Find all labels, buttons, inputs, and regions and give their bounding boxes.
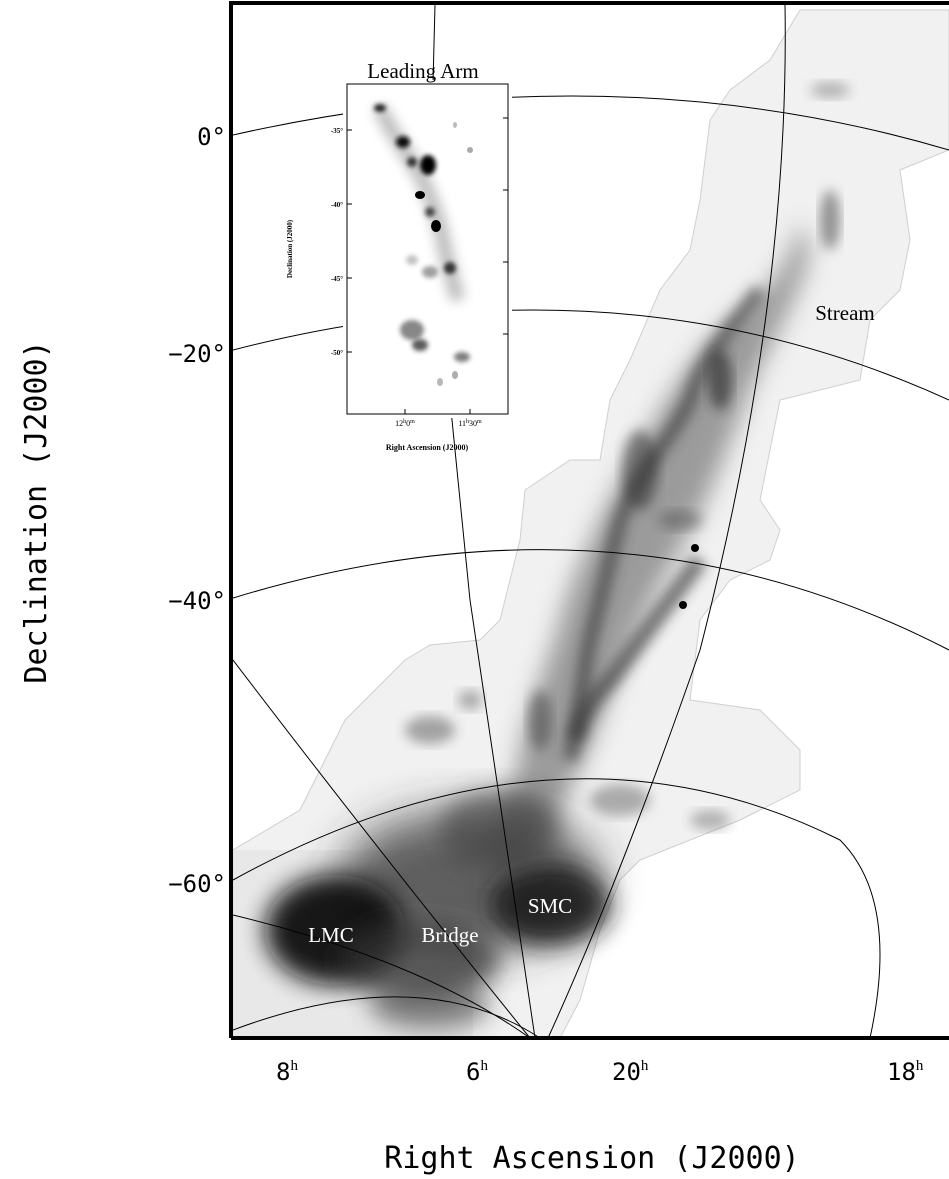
ra-tick-label: 18h — [887, 1058, 924, 1086]
inset-title: Leading Arm — [367, 59, 478, 83]
inset-dec-tick-label: -35° — [331, 127, 343, 135]
ra-tick-labels: 8h 6h 20h 18h — [276, 1058, 924, 1086]
inset-dec-tick-labels: -35° -40° -45° -50° — [331, 127, 343, 357]
ra-tick-label: 20h — [612, 1058, 649, 1086]
ra-tick-label: 8h — [276, 1058, 298, 1086]
inset-x-axis-title: Right Ascension (J2000) — [386, 443, 469, 452]
label-stream: Stream — [815, 301, 874, 325]
map-frame — [229, 1, 949, 1038]
inset-ticks — [347, 117, 508, 414]
label-smc: SMC — [528, 894, 572, 918]
ra-tick-label: 6h — [466, 1058, 488, 1086]
dec-tick-label: 0° — [197, 123, 226, 151]
inset-emission — [373, 104, 473, 386]
label-lmc: LMC — [308, 923, 354, 947]
dec-tick-label: −20° — [168, 340, 226, 368]
emission-stream — [405, 82, 850, 860]
y-axis-title: Declination (J2000) — [19, 340, 54, 683]
dec-tick-labels: 0° −20° −40° −60° — [168, 123, 226, 898]
inset-dec-tick-label: -50° — [331, 349, 343, 357]
inset-ra-tick-label: 11h30m — [458, 419, 482, 428]
label-bridge: Bridge — [421, 923, 478, 947]
inset-y-axis-title: Declination (J2000) — [286, 219, 294, 278]
dec-tick-label: −60° — [168, 870, 226, 898]
dec-tick-label: −40° — [168, 587, 226, 615]
inset-ra-tick-label: 12h0m — [395, 419, 415, 428]
emission-magellanic-clouds — [265, 790, 610, 1030]
inset-ra-tick-labels: 12h0m 11h30m — [395, 419, 482, 428]
inset-leading-arm: Leading Arm -35° -40° -45° -50° 12h0m 11… — [286, 59, 512, 452]
inset-dec-tick-label: -40° — [331, 201, 343, 209]
inset-dec-tick-label: -45° — [331, 275, 343, 283]
x-axis-title: Right Ascension (J2000) — [384, 1141, 799, 1176]
map-area — [233, 5, 949, 1038]
